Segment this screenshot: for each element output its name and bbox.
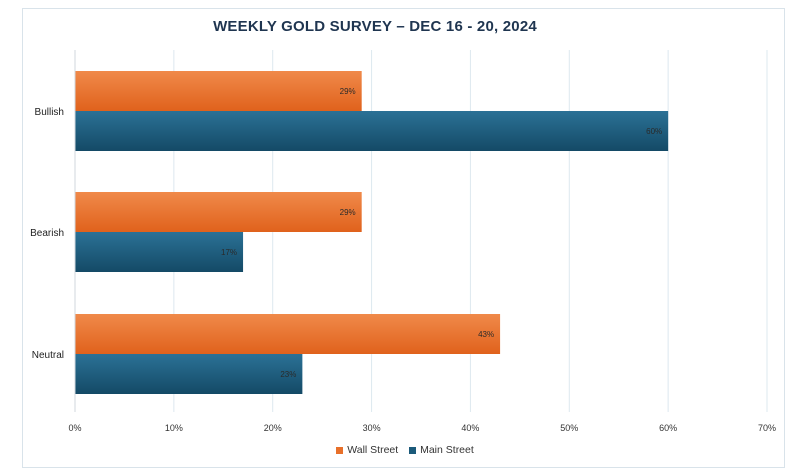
x-tick-label: 60% <box>659 423 677 433</box>
x-tick-label: 50% <box>560 423 578 433</box>
legend-swatch-main-street <box>409 446 417 454</box>
bar-wall-street <box>75 71 362 111</box>
category-label: Bullish <box>35 107 64 118</box>
x-tick-label: 30% <box>363 423 381 433</box>
legend-item-wall-street: Wall Street <box>336 444 398 456</box>
bar-wall-street <box>75 314 501 354</box>
category-label: Neutral <box>32 350 64 361</box>
category-label: Bearish <box>30 228 64 239</box>
data-label: 17% <box>221 248 237 257</box>
data-label: 23% <box>280 370 296 379</box>
x-tick-label: 40% <box>461 423 479 433</box>
x-tick-label: 20% <box>264 423 282 433</box>
chart-title: WEEKLY GOLD SURVEY – DEC 16 - 20, 2024 <box>213 18 537 35</box>
bar-wall-street <box>75 192 362 232</box>
legend-label-wall-street: Wall Street <box>347 444 399 456</box>
x-tick-label: 10% <box>165 423 183 433</box>
data-label: 29% <box>340 208 356 217</box>
data-label: 60% <box>646 127 662 136</box>
bar-main-street <box>75 354 303 394</box>
data-label: 29% <box>340 87 356 96</box>
legend: Wall Street Main Street <box>0 444 810 457</box>
bar-main-street <box>75 111 669 151</box>
legend-label-main-street: Main Street <box>420 444 474 456</box>
data-label: 43% <box>478 330 494 339</box>
bar-main-street <box>75 232 244 272</box>
legend-item-main-street: Main Street <box>409 444 474 456</box>
x-tick-label: 0% <box>68 423 81 433</box>
x-tick-label: 70% <box>758 423 776 433</box>
legend-swatch-wall-street <box>336 446 344 454</box>
